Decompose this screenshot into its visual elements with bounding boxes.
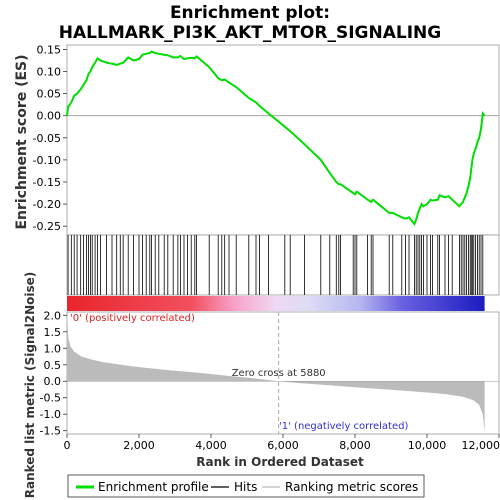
rank-color-bar (67, 296, 485, 311)
x-axis: 0 2,000 4,000 6,000 8,000 10,000 12,000 (64, 434, 500, 452)
x-tick-label: 6,000 (267, 439, 299, 452)
metric-area (67, 313, 485, 430)
metric-axis-label: Ranked list metric (Signal2Noise) (23, 272, 37, 499)
legend-frame (67, 474, 425, 498)
metric-ytick-label: -1.5 (40, 425, 61, 438)
es-plot-frame (66, 44, 500, 236)
metric-ytick-label: 0.5 (44, 359, 62, 372)
es-ytick-label: 0.15 (37, 43, 62, 56)
es-axis-label: Enrichment score (ES) (14, 54, 30, 229)
chart-title-line1: Enrichment plot: (170, 3, 330, 23)
hits-frame (66, 234, 500, 296)
x-tick-label: 12,000 (462, 439, 500, 452)
es-ytick-label: 0.00 (37, 110, 62, 123)
hits-panel (66, 234, 500, 296)
es-ytick-label: 0.10 (37, 66, 62, 79)
x-tick-label: 4,000 (195, 439, 227, 452)
es-ytick-label: -0.15 (33, 176, 61, 189)
x-axis-label: Rank in Ordered Dataset (196, 455, 364, 469)
metric-ytick-label: -0.5 (40, 392, 61, 405)
x-tick-label: 10,000 (408, 439, 447, 452)
metric-ytick-label: -1.0 (40, 408, 61, 421)
legend-hits-label: Hits (234, 480, 257, 494)
metric-ytick-label: 1.5 (44, 326, 62, 339)
legend-enrichment-label: Enrichment profile (98, 480, 209, 494)
es-ytick-label: -0.25 (33, 220, 61, 233)
metric-panel: 2.0 1.5 1.0 0.5 0.0 -0.5 -1.0 -1.5 '0' (positiv… (40, 309, 500, 438)
es-ytick-label: -0.10 (33, 154, 61, 167)
positive-correlation-label: '0' (positively correlated) (70, 313, 195, 324)
enrichment-profile-line (66, 50, 486, 226)
legend: Enrichment profile Hits Ranking metric s… (67, 474, 425, 498)
legend-metric-label: Ranking metric scores (285, 480, 418, 494)
metric-ytick-label: 1.0 (44, 342, 62, 355)
negative-correlation-label: '1' (negatively correlated) (279, 421, 408, 432)
es-ytick-label: -0.05 (33, 132, 61, 145)
x-tick-label: 0 (64, 439, 71, 452)
es-ytick-label: -0.20 (33, 198, 61, 211)
x-tick-label: 2,000 (123, 439, 155, 452)
es-panel: 0.15 0.10 0.05 0.00 -0.05 -0.10 -0.15 -0.20 -0.2… (33, 43, 500, 236)
x-tick-label: 8,000 (339, 439, 371, 452)
es-ytick-label: 0.05 (37, 88, 62, 101)
zero-cross-label: Zero cross at 5880 (232, 368, 326, 379)
metric-ytick-label: 0.0 (44, 375, 62, 388)
metric-ytick-label: 2.0 (44, 309, 62, 322)
chart-title-line2: HALLMARK_PI3K_AKT_MTOR_SIGNALING (59, 23, 441, 43)
